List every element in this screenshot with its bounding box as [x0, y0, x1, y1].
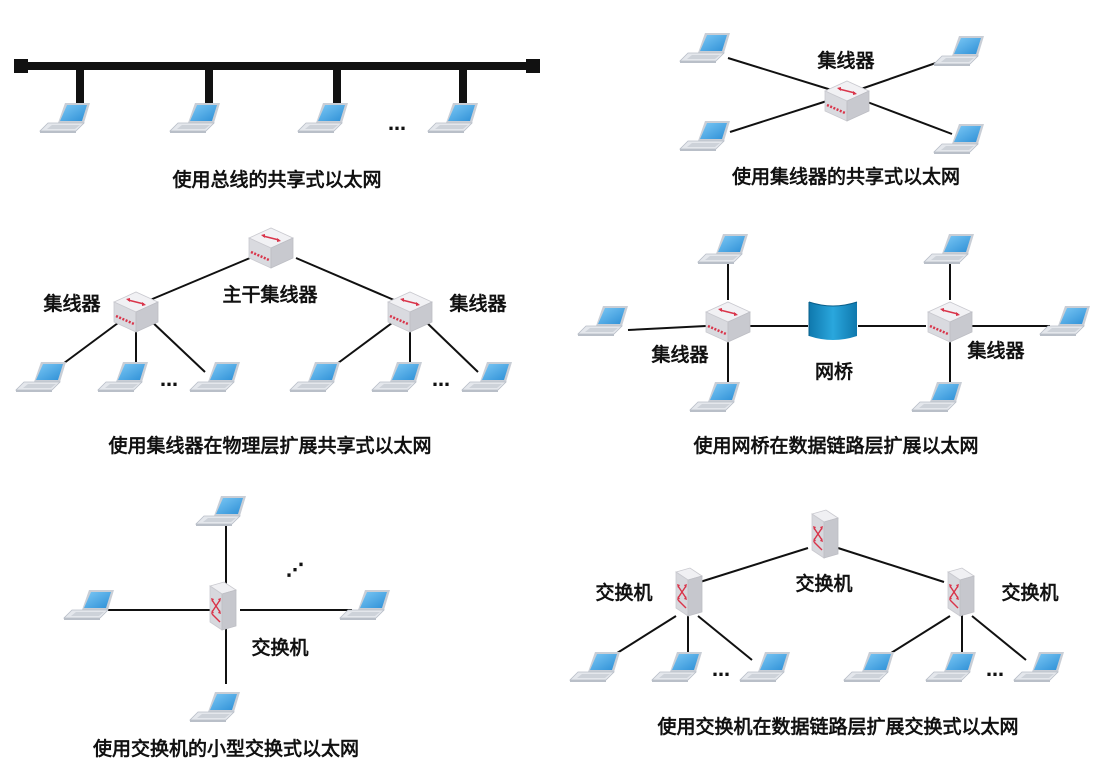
caption-switch-small: 使用交换机的小型交换式以太网 [92, 737, 359, 760]
right-hub-label: 集线器 [966, 339, 1025, 362]
laptop-icon [339, 589, 391, 621]
caption-hub-shared: 使用集线器的共享式以太网 [731, 165, 960, 188]
laptop-icon [63, 589, 115, 621]
laptop-icon [569, 651, 621, 683]
laptop-icon [39, 102, 91, 134]
switch-label: 交换机 [251, 636, 308, 659]
laptop-icon [843, 651, 895, 683]
switch-icon [675, 567, 703, 617]
laptop-icon [679, 32, 731, 64]
panel-hub-tree: … … 主干集线器 集线器 集线器 使用集线器在物理层扩展共享式以太网 [15, 226, 513, 457]
backbone-hub-label: 主干集线器 [222, 283, 318, 306]
laptop-icon [697, 233, 749, 265]
laptop-icon [925, 651, 977, 683]
laptop-icon [577, 305, 629, 337]
left-switch-label: 交换机 [595, 581, 652, 604]
hub-label: 集线器 [816, 49, 875, 72]
bridge-icon [808, 301, 858, 341]
laptop-icon [189, 691, 241, 723]
caption-bridge: 使用网桥在数据链路层扩展以太网 [692, 434, 978, 457]
right-switch-label: 交换机 [1001, 581, 1058, 604]
laptop-icon [289, 361, 341, 393]
laptop-icon [169, 102, 221, 134]
caption-switch-tree: 使用交换机在数据链路层扩展交换式以太网 [656, 715, 1018, 738]
left-hub-label: 集线器 [42, 292, 101, 315]
ellipsis: … [986, 660, 1004, 681]
switch-icon [209, 581, 237, 631]
laptop-icon [195, 495, 247, 527]
laptop-icon [911, 381, 963, 413]
caption-hub-tree: 使用集线器在物理层扩展共享式以太网 [107, 434, 431, 457]
right-hub-label: 集线器 [448, 292, 507, 315]
switch-icon [947, 567, 975, 617]
laptop-icon [97, 361, 149, 393]
laptop-icon [933, 35, 985, 67]
panel-switch-tree: … … 交换机 交换机 交换机 使用交换机在数据链路层扩展交换式以太网 [569, 509, 1065, 738]
laptop-icon [461, 361, 513, 393]
laptop-icon [297, 102, 349, 134]
laptop-icon [1039, 305, 1091, 337]
hub-icon [112, 290, 160, 334]
laptop-icon [933, 123, 985, 155]
laptop-icon [427, 102, 479, 134]
laptop-icon [679, 120, 731, 152]
switch-icon [811, 509, 839, 559]
ellipsis: … [432, 370, 450, 391]
laptop-icon [651, 651, 703, 683]
ellipsis: ⋰ [286, 560, 304, 581]
ellipsis: … [160, 370, 178, 391]
laptop-icon [189, 361, 241, 393]
hub-icon [926, 300, 974, 344]
laptop-icon [371, 361, 423, 393]
laptop-icon [923, 233, 975, 265]
panel-bridge: 集线器 集线器 网桥 使用网桥在数据链路层扩展以太网 [577, 233, 1091, 457]
hub-icon [386, 290, 434, 334]
hub-icon [247, 226, 295, 270]
panel-bus: … 使用总线的共享式以太网 [14, 59, 540, 191]
ellipsis: … [712, 660, 730, 681]
laptop-icon [689, 381, 741, 413]
caption-bus: 使用总线的共享式以太网 [171, 168, 381, 191]
top-switch-label: 交换机 [795, 572, 852, 595]
hub-icon [704, 300, 752, 344]
left-hub-label: 集线器 [650, 343, 709, 366]
laptop-icon [15, 361, 67, 393]
panel-hub-shared: 集线器 使用集线器的共享式以太网 [679, 32, 985, 188]
hub-icon [823, 79, 871, 123]
ellipsis: … [388, 114, 406, 135]
bridge-label: 网桥 [815, 360, 854, 383]
panel-switch-small: ⋰ 交换机 使用交换机的小型交换式以太网 [63, 495, 391, 760]
